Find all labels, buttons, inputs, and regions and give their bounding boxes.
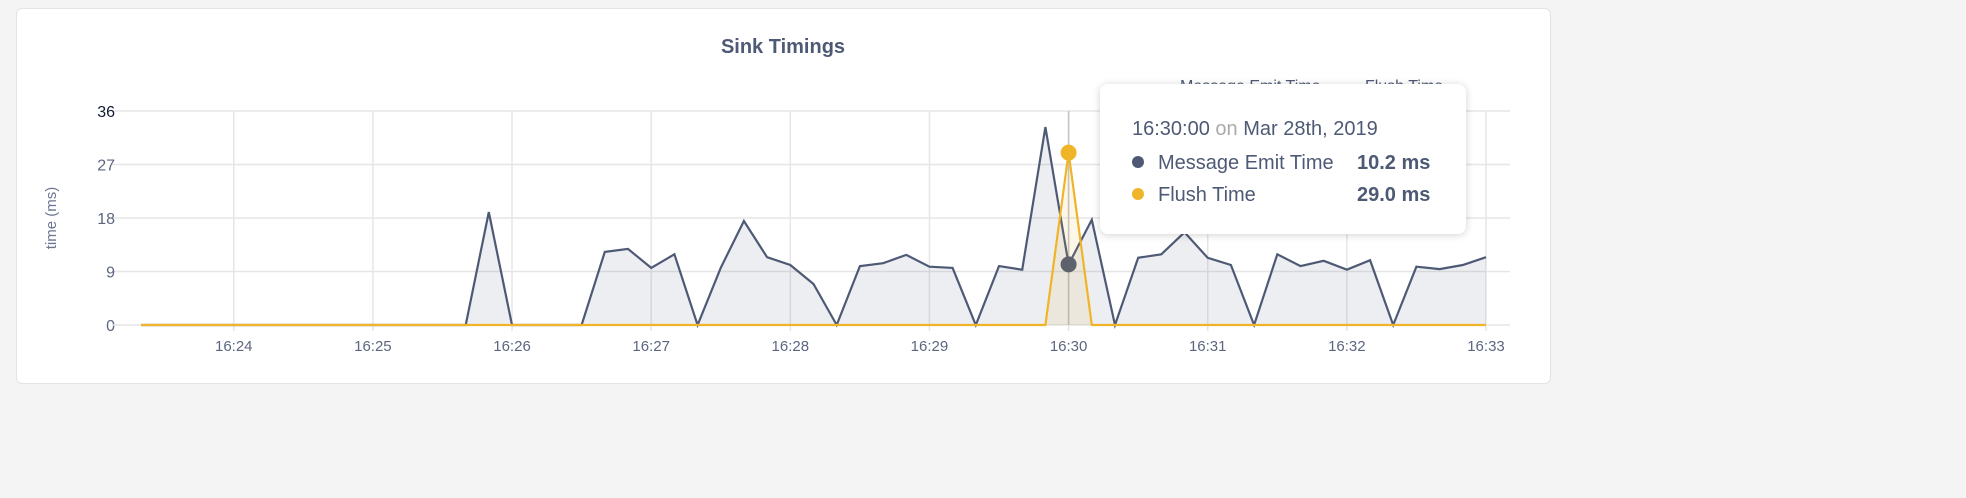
tooltip-on: on xyxy=(1215,118,1238,140)
x-tick-label: 16:33 xyxy=(1467,338,1505,355)
x-tick-label: 16:27 xyxy=(632,338,670,355)
tooltip-row-flush: Flush Time 29.0 ms xyxy=(1132,184,1442,207)
tooltip-row-message-emit: Message Emit Time 10.2 ms xyxy=(1132,152,1442,175)
tooltip: 16:30:00 on Mar 28th, 2019 Message Emit … xyxy=(1100,84,1466,234)
series-line-flush-time xyxy=(141,152,1486,327)
x-tick-label: 16:32 xyxy=(1328,338,1366,355)
hover-point xyxy=(1060,144,1077,161)
x-tick-label: 16:25 xyxy=(354,338,392,355)
series-area-0 xyxy=(141,127,1486,325)
tooltip-value: 29.0 ms xyxy=(1357,184,1431,206)
y-tick-label: 9 xyxy=(106,265,115,282)
hover-point xyxy=(1060,256,1077,273)
x-tick-label: 16:24 xyxy=(215,338,253,355)
y-tick-label: 27 xyxy=(97,158,115,175)
chart-title: Sink Timings xyxy=(720,36,846,58)
tooltip-label: Message Emit Time xyxy=(1158,152,1334,174)
series-dot-icon xyxy=(1132,155,1144,168)
tooltip-header: 16:30:00 on Mar 28th, 2019 xyxy=(1132,118,1378,141)
y-tick-label: 0 xyxy=(106,318,115,335)
y-tick-label: 36 xyxy=(97,104,115,121)
tooltip-value: 10.2 ms xyxy=(1357,152,1431,174)
series-dot-icon xyxy=(1132,187,1144,200)
tooltip-time: 16:30:00 xyxy=(1132,118,1210,140)
tooltip-label: Flush Time xyxy=(1158,184,1256,206)
y-axis-label: time (ms) xyxy=(43,187,60,250)
x-tick-label: 16:30 xyxy=(1050,338,1088,355)
tooltip-date: Mar 28th, 2019 xyxy=(1243,118,1378,140)
x-tick-label: 16:29 xyxy=(911,338,949,355)
x-tick-label: 16:31 xyxy=(1189,338,1227,355)
x-tick-label: 16:26 xyxy=(493,338,531,355)
y-tick-label: 18 xyxy=(97,211,115,228)
x-tick-label: 16:28 xyxy=(772,338,810,355)
